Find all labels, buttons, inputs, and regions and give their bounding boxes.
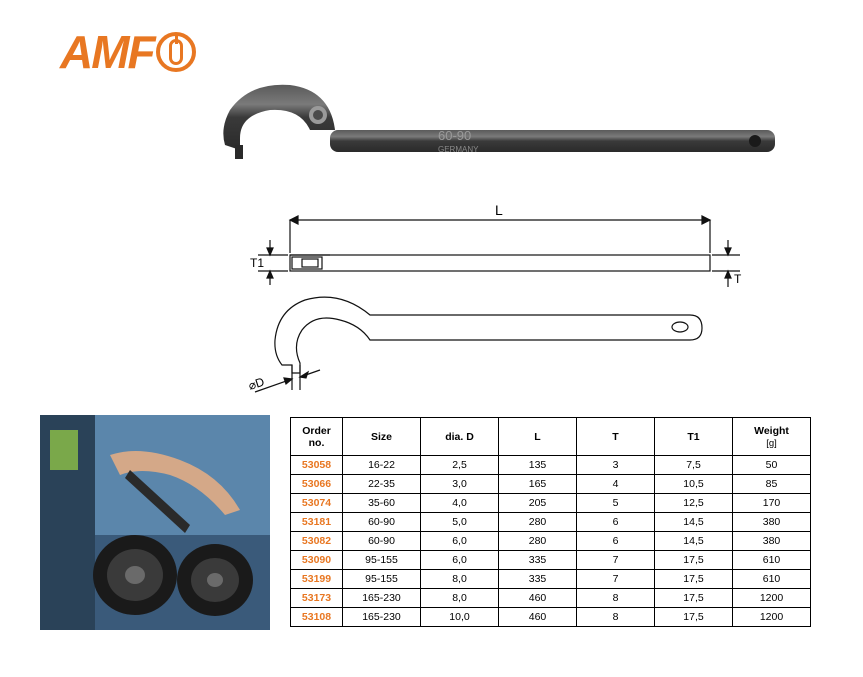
technical-diagram: L T1 T ⌀D	[220, 195, 780, 395]
cell-weight: 170	[733, 494, 811, 513]
cell-size: 165-230	[343, 589, 421, 608]
cell-t1: 12,5	[655, 494, 733, 513]
cell-order-no: 53082	[291, 532, 343, 551]
cell-l: 165	[499, 475, 577, 494]
th-t: T	[577, 418, 655, 456]
cell-size: 22-35	[343, 475, 421, 494]
cell-t1: 10,5	[655, 475, 733, 494]
product-photo: 60-90 GERMANY	[190, 60, 790, 180]
table-row: 5306622-353,0165410,585	[291, 475, 811, 494]
cell-t: 7	[577, 551, 655, 570]
cell-l: 460	[499, 608, 577, 627]
cell-dia-d: 8,0	[421, 589, 499, 608]
th-t1: T1	[655, 418, 733, 456]
cell-t: 6	[577, 513, 655, 532]
table-row: 5305816-222,513537,550	[291, 456, 811, 475]
cell-order-no: 53181	[291, 513, 343, 532]
th-dia-d: dia. D	[421, 418, 499, 456]
cell-t: 5	[577, 494, 655, 513]
cell-l: 280	[499, 513, 577, 532]
cell-t1: 17,5	[655, 608, 733, 627]
cell-t1: 7,5	[655, 456, 733, 475]
cell-l: 205	[499, 494, 577, 513]
cell-order-no: 53058	[291, 456, 343, 475]
dim-label-L: L	[495, 202, 503, 218]
cell-t: 4	[577, 475, 655, 494]
cell-l: 335	[499, 570, 577, 589]
cell-order-no: 53199	[291, 570, 343, 589]
cell-dia-d: 2,5	[421, 456, 499, 475]
cell-weight: 85	[733, 475, 811, 494]
cell-t1: 17,5	[655, 551, 733, 570]
cell-size: 35-60	[343, 494, 421, 513]
table-header-row: Order no. Size dia. D L T T1 Weight [g]	[291, 418, 811, 456]
cell-weight: 380	[733, 513, 811, 532]
cell-t1: 17,5	[655, 589, 733, 608]
cell-dia-d: 3,0	[421, 475, 499, 494]
table-row: 5307435-604,0205512,5170	[291, 494, 811, 513]
th-size: Size	[343, 418, 421, 456]
cell-l: 280	[499, 532, 577, 551]
table-row: 53108165-23010,0460817,51200	[291, 608, 811, 627]
cell-t: 6	[577, 532, 655, 551]
cell-size: 60-90	[343, 513, 421, 532]
cell-order-no: 53090	[291, 551, 343, 570]
cell-dia-d: 6,0	[421, 551, 499, 570]
cell-t: 8	[577, 608, 655, 627]
logo-text: AMF	[60, 25, 154, 79]
brand-logo: AMF	[60, 25, 196, 79]
cell-size: 95-155	[343, 570, 421, 589]
th-weight: Weight [g]	[733, 418, 811, 456]
cell-size: 95-155	[343, 551, 421, 570]
cell-dia-d: 5,0	[421, 513, 499, 532]
spec-table: Order no. Size dia. D L T T1 Weight [g] …	[290, 417, 811, 627]
dim-label-D: ⌀D	[247, 375, 267, 393]
cell-dia-d: 4,0	[421, 494, 499, 513]
cell-l: 335	[499, 551, 577, 570]
cell-weight: 610	[733, 551, 811, 570]
product-marking-origin: GERMANY	[438, 145, 479, 154]
cell-order-no: 53173	[291, 589, 343, 608]
dim-label-T: T	[734, 272, 742, 286]
cell-weight: 1200	[733, 589, 811, 608]
cell-dia-d: 6,0	[421, 532, 499, 551]
th-order: Order no.	[291, 418, 343, 456]
cell-order-no: 53108	[291, 608, 343, 627]
cell-t: 8	[577, 589, 655, 608]
cell-t: 3	[577, 456, 655, 475]
cell-order-no: 53066	[291, 475, 343, 494]
table-row: 53173165-2308,0460817,51200	[291, 589, 811, 608]
cell-weight: 380	[733, 532, 811, 551]
cell-weight: 610	[733, 570, 811, 589]
dim-label-T1: T1	[250, 256, 264, 270]
table-row: 5309095-1556,0335717,5610	[291, 551, 811, 570]
cell-dia-d: 10,0	[421, 608, 499, 627]
cell-weight: 1200	[733, 608, 811, 627]
product-marking-size: 60-90	[438, 128, 471, 143]
usage-photo	[40, 415, 270, 630]
cell-order-no: 53074	[291, 494, 343, 513]
cell-t1: 17,5	[655, 570, 733, 589]
cell-t: 7	[577, 570, 655, 589]
th-l: L	[499, 418, 577, 456]
cell-weight: 50	[733, 456, 811, 475]
table-row: 5318160-905,0280614,5380	[291, 513, 811, 532]
table-row: 5308260-906,0280614,5380	[291, 532, 811, 551]
table-row: 5319995-1558,0335717,5610	[291, 570, 811, 589]
cell-t1: 14,5	[655, 532, 733, 551]
cell-size: 16-22	[343, 456, 421, 475]
cell-l: 135	[499, 456, 577, 475]
cell-t1: 14,5	[655, 513, 733, 532]
cell-dia-d: 8,0	[421, 570, 499, 589]
cell-size: 60-90	[343, 532, 421, 551]
cell-l: 460	[499, 589, 577, 608]
cell-size: 165-230	[343, 608, 421, 627]
